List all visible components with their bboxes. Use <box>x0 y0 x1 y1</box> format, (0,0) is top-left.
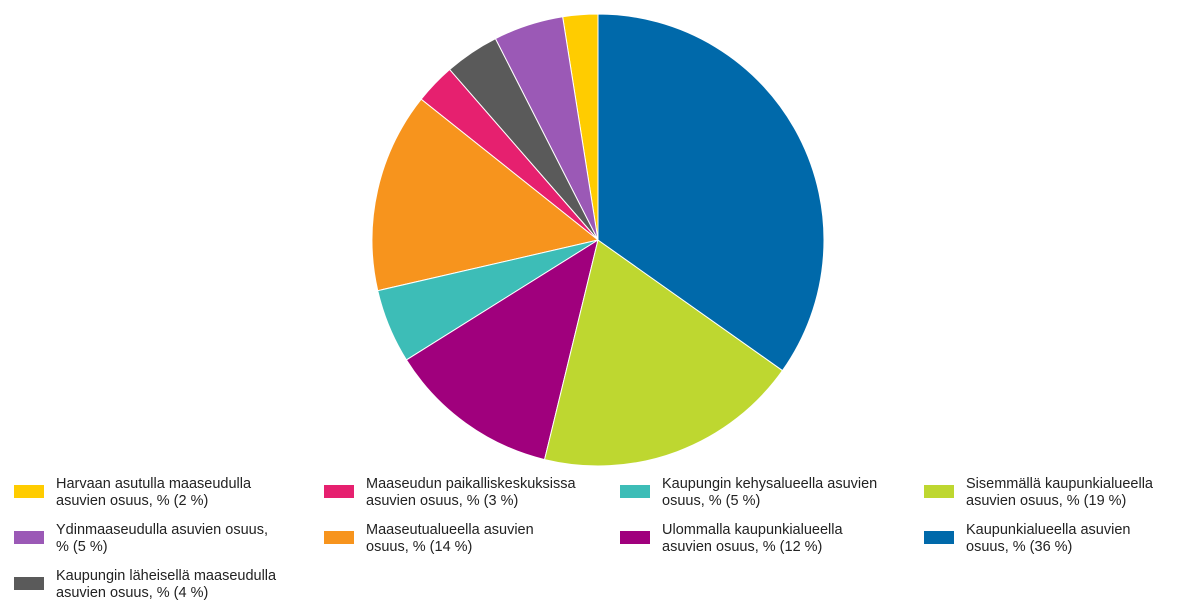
legend-item: Kaupunkialueella asuvien osuus, % (36 %) <box>924 522 1198 556</box>
legend-swatch <box>924 485 954 498</box>
legend-swatch <box>14 531 44 544</box>
legend-label: Kaupungin kehysalueella asuvien osuus, %… <box>662 476 878 509</box>
legend-swatch <box>620 531 650 544</box>
legend-item: Harvaan asutulla maaseudulla asuvien osu… <box>14 476 314 510</box>
legend-item: Maaseudun paikalliskeskuksissa asuvien o… <box>324 476 624 510</box>
pie-slice-4 <box>371 98 600 292</box>
pie-chart <box>371 13 825 467</box>
legend-label: Harvaan asutulla maaseudulla asuvien osu… <box>56 476 252 509</box>
legend-swatch <box>620 485 650 498</box>
legend-label: Ydinmaaseudulla asuvien osuus, % (5 %) <box>56 522 268 555</box>
legend-label: Kaupunkialueella asuvien osuus, % (36 %) <box>966 522 1131 555</box>
pie-slice-6 <box>405 238 599 461</box>
legend-swatch <box>324 485 354 498</box>
legend-item: Maaseutualueella asuvien osuus, % (14 %) <box>324 522 624 556</box>
pie-slice-7 <box>543 239 784 467</box>
legend-swatch <box>14 577 44 590</box>
legend-label: Ulommalla kaupunkialueella asuvien osuus… <box>662 522 843 555</box>
legend-label: Kaupungin läheisellä maaseudulla asuvien… <box>56 568 277 601</box>
legend-item: Sisemmällä kaupunkialueella asuvien osuu… <box>924 476 1198 510</box>
legend-swatch <box>14 485 44 498</box>
legend-item: Kaupungin läheisellä maaseudulla asuvien… <box>14 568 314 602</box>
legend-label: Maaseutualueella asuvien osuus, % (14 %) <box>366 522 534 555</box>
legend-item: Ydinmaaseudulla asuvien osuus, % (5 %) <box>14 522 314 556</box>
legend-item: Ulommalla kaupunkialueella asuvien osuus… <box>620 522 920 556</box>
legend-swatch <box>324 531 354 544</box>
legend: Harvaan asutulla maaseudulla asuvien osu… <box>14 476 1194 602</box>
legend-item: Kaupungin kehysalueella asuvien osuus, %… <box>620 476 920 510</box>
pie-slice-8 <box>597 13 825 372</box>
legend-swatch <box>924 531 954 544</box>
legend-label: Maaseudun paikalliskeskuksissa asuvien o… <box>366 476 576 509</box>
legend-label: Sisemmällä kaupunkialueella asuvien osuu… <box>966 476 1153 509</box>
